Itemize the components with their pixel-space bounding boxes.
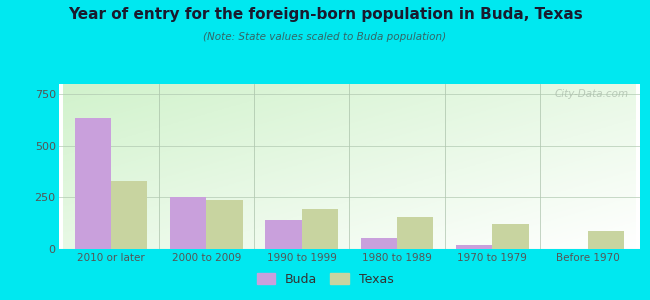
Bar [111,181,147,249]
Bar [75,118,111,249]
Text: City-Data.com: City-Data.com [554,89,629,99]
Bar [302,209,338,249]
Bar [361,238,397,249]
Bar [456,245,493,249]
Bar [206,200,242,249]
Bar [588,232,624,249]
Text: Year of entry for the foreign-born population in Buda, Texas: Year of entry for the foreign-born popul… [68,8,582,22]
Legend: Buda, Texas: Buda, Texas [252,268,398,291]
Bar [493,224,528,249]
Bar [170,197,206,249]
Bar [397,217,434,249]
Text: (Note: State values scaled to Buda population): (Note: State values scaled to Buda popul… [203,32,447,41]
Bar [265,220,302,249]
